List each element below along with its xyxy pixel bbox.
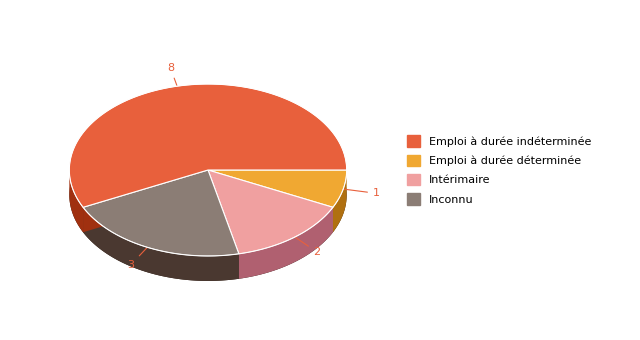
Polygon shape <box>69 109 347 281</box>
Polygon shape <box>208 170 333 254</box>
Polygon shape <box>239 207 333 279</box>
Polygon shape <box>69 171 83 232</box>
Polygon shape <box>208 170 333 232</box>
Polygon shape <box>208 170 239 279</box>
Polygon shape <box>83 170 239 256</box>
Polygon shape <box>208 170 333 232</box>
Polygon shape <box>83 170 208 232</box>
Polygon shape <box>69 84 347 207</box>
Text: 8: 8 <box>167 63 178 88</box>
Text: 1: 1 <box>339 188 380 198</box>
Polygon shape <box>83 170 208 232</box>
Polygon shape <box>83 207 239 281</box>
Polygon shape <box>208 170 239 279</box>
Legend: Emploi à durée indéterminée, Emploi à durée déterminée, Intérimaire, Inconnu: Emploi à durée indéterminée, Emploi à du… <box>403 131 596 209</box>
Text: 3: 3 <box>127 245 149 270</box>
Polygon shape <box>208 170 347 207</box>
Text: 2: 2 <box>292 235 321 257</box>
Polygon shape <box>333 170 347 232</box>
